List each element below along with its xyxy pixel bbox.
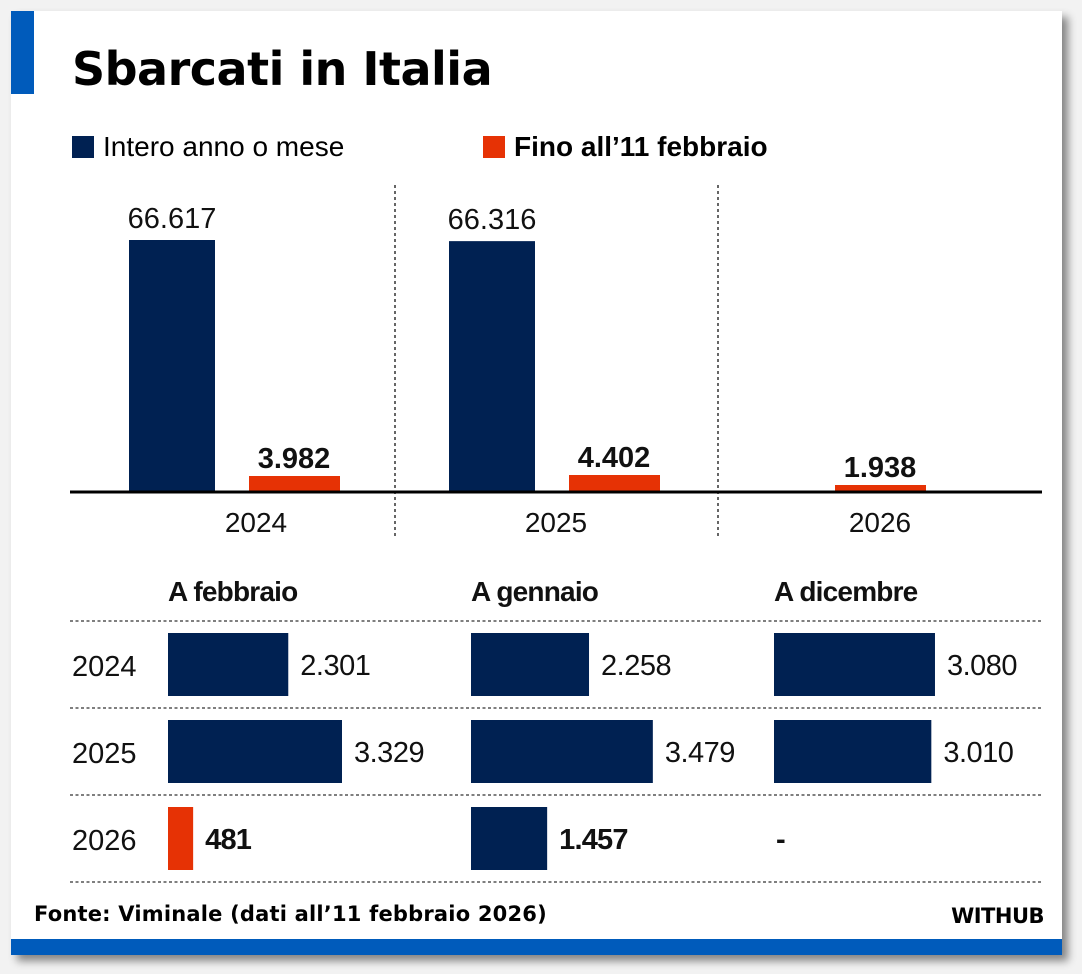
bar-label-full-year-2025: 66.316	[448, 204, 537, 236]
hbar-a-gennaio-2026	[471, 807, 548, 870]
hbar-value-label: 3.479	[665, 737, 735, 769]
hbar-value-label: 481	[205, 824, 252, 856]
bar-partial-2024	[249, 476, 340, 491]
panel-title: A gennaio	[471, 576, 599, 607]
row-year-label-2024: 2024	[72, 651, 137, 683]
row-year-label-2025: 2025	[72, 738, 137, 770]
legend-swatch-red	[483, 136, 505, 158]
bar-label-partial-2024: 3.982	[258, 443, 331, 475]
hbar-a-febbraio-2026	[168, 807, 194, 870]
hbar-value-label: 2.301	[300, 650, 370, 682]
panel-title: A febbraio	[168, 576, 298, 607]
chart-title: Sbarcati in Italia	[72, 42, 493, 96]
hbar-a-gennaio-2024	[471, 633, 590, 696]
x-tick-label-2024: 2024	[225, 507, 287, 538]
legend-item-full: Intero anno o mese	[72, 130, 344, 164]
bottom-band	[11, 939, 1062, 955]
legend-item-partial: Fino all’11 febbraio	[483, 130, 768, 164]
panel-title: A dicembre	[774, 576, 918, 607]
hbar-value-label: 3.080	[947, 650, 1017, 682]
bar-partial-2026	[835, 485, 926, 491]
bar-label-partial-2025: 4.402	[578, 442, 651, 474]
bar-full-year-2025	[449, 241, 535, 491]
bar-label-partial-2026: 1.938	[844, 452, 917, 484]
hbar-a-febbraio-2025	[168, 720, 342, 783]
x-tick-label-2026: 2026	[849, 507, 911, 538]
row-year-label-2026: 2026	[72, 825, 137, 857]
hbar-value-label: 2.258	[601, 650, 671, 682]
legend-label: Intero anno o mese	[103, 131, 345, 162]
source-note: Fonte: Viminale (dati all’11 febbraio 20…	[34, 902, 547, 926]
hbar-value-label: 3.010	[943, 737, 1013, 769]
hbar-a-gennaio-2025	[471, 720, 653, 783]
hbar-value-label: 3.329	[354, 737, 424, 769]
legend-label: Fino all’11 febbraio	[514, 131, 768, 162]
bar-full-year-2024	[129, 240, 215, 491]
hbar-value-label: 1.457	[559, 824, 628, 856]
legend-swatch-navy	[72, 136, 94, 158]
hbar-value-label: -	[776, 824, 786, 856]
hbar-a-febbraio-2024	[168, 633, 289, 696]
hbar-a-dicembre-2025	[774, 720, 932, 783]
hbar-a-dicembre-2024	[774, 633, 935, 696]
brand-logo: WITHUB	[951, 904, 1044, 928]
bar-label-full-year-2024: 66.617	[128, 203, 217, 235]
bar-partial-2025	[569, 475, 660, 491]
x-tick-label-2025: 2025	[525, 507, 587, 538]
accent-bar	[11, 11, 34, 94]
